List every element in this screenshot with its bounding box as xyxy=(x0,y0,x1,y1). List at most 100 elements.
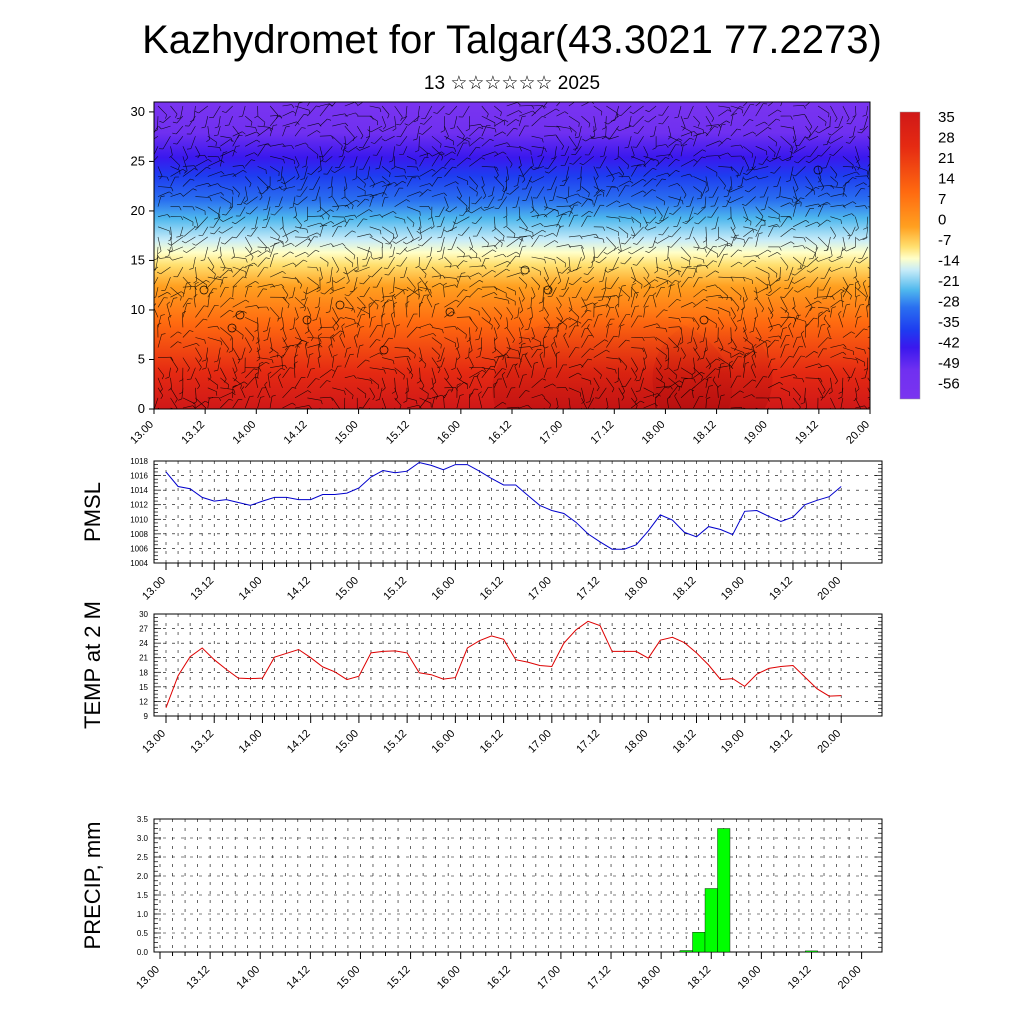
wind-barb-flag xyxy=(223,276,228,278)
wind-barb-flag xyxy=(763,376,768,378)
wind-barb xyxy=(182,283,187,298)
wind-barb xyxy=(207,171,222,177)
wind-barb xyxy=(531,337,541,343)
wind-barb xyxy=(359,146,370,151)
wind-barb xyxy=(217,206,221,219)
wind-barb xyxy=(655,337,668,346)
wind-barb-flag xyxy=(756,412,757,416)
wind-barb xyxy=(182,298,189,308)
wind-barb xyxy=(406,226,414,240)
wind-barb-flag xyxy=(521,237,524,242)
wind-barb-flag xyxy=(363,305,366,310)
wind-barb xyxy=(656,154,671,157)
wind-barb-flag xyxy=(684,220,689,222)
wind-barb xyxy=(376,146,383,156)
wind-barb xyxy=(269,105,279,116)
wind-barb xyxy=(344,196,354,206)
wind-barb-flag xyxy=(537,348,542,350)
wind-barb xyxy=(793,377,803,379)
wind-barb xyxy=(481,236,489,244)
wind-barb-flag xyxy=(782,327,787,329)
wind-barb-flag xyxy=(552,97,556,98)
wind-barb-flag xyxy=(863,227,868,230)
wind-barb xyxy=(220,287,226,298)
wind-barb-flag xyxy=(251,227,256,230)
wind-barb-flag xyxy=(206,166,211,169)
wind-barb-flag xyxy=(167,249,171,253)
wind-barb-flag xyxy=(267,371,272,375)
x-tick-label: 18.12 xyxy=(671,728,699,756)
wind-barb-flag xyxy=(326,380,331,382)
wind-barb-flag xyxy=(805,323,810,326)
wind-barb xyxy=(257,357,272,360)
wind-barb-flag xyxy=(677,348,680,352)
wind-barb xyxy=(494,131,503,137)
wind-barb-flag xyxy=(518,175,523,177)
wind-barb-flag xyxy=(864,205,868,210)
wind-barb xyxy=(220,377,229,386)
wind-barb xyxy=(809,135,819,141)
wind-barb xyxy=(855,317,858,328)
y-tick-label: 1016 xyxy=(130,472,148,481)
wind-barb xyxy=(157,315,162,328)
wind-barb xyxy=(394,397,402,406)
wind-barb xyxy=(257,337,261,350)
wind-barb-flag xyxy=(475,338,480,341)
wind-barb xyxy=(441,226,445,238)
wind-barb xyxy=(730,390,741,399)
wind-barb-flag xyxy=(377,385,380,390)
wind-barb xyxy=(743,259,753,268)
wind-barb-flag xyxy=(544,214,548,218)
wind-barb xyxy=(830,344,844,348)
calm-circle xyxy=(520,265,530,275)
wind-barb-flag xyxy=(445,113,450,115)
wind-barb xyxy=(394,356,409,358)
wind-barb-flag xyxy=(376,305,379,310)
wind-barb xyxy=(232,266,244,278)
wind-barb xyxy=(855,166,868,171)
x-tick-label: 19.12 xyxy=(793,419,821,447)
calm-circle xyxy=(813,165,823,175)
wind-barb-flag xyxy=(296,195,301,197)
wind-barb xyxy=(718,236,728,243)
wind-barb xyxy=(668,170,676,177)
wind-barb xyxy=(245,125,256,128)
wind-barb-flag xyxy=(396,123,401,126)
wind-barb-flag xyxy=(838,310,842,315)
wind-barb xyxy=(565,166,570,181)
wind-barb-flag xyxy=(632,218,634,223)
wind-barb-flag xyxy=(385,243,390,245)
wind-barb-flag xyxy=(833,235,836,240)
wind-barb-flag xyxy=(396,144,401,146)
wind-barb xyxy=(294,296,306,308)
wind-barb xyxy=(438,206,445,217)
wind-barb xyxy=(481,166,497,168)
wind-barb-flag xyxy=(307,315,312,319)
wind-barb-flag xyxy=(256,139,261,143)
wind-barb-flag xyxy=(657,393,661,397)
wind-barb xyxy=(318,297,321,307)
wind-barb xyxy=(730,337,737,348)
wind-barb xyxy=(851,367,856,378)
wind-barb xyxy=(662,226,669,236)
wind-barb xyxy=(205,116,209,127)
wind-barb-flag xyxy=(751,394,755,398)
wind-barb xyxy=(195,154,205,157)
wind-barb xyxy=(170,298,174,308)
wind-barb xyxy=(357,209,370,217)
wind-barb xyxy=(393,277,395,293)
wind-barb xyxy=(419,387,429,394)
wind-barb xyxy=(531,229,543,238)
wind-barb-flag xyxy=(851,213,855,217)
wind-barb-flag xyxy=(755,175,759,180)
wind-barb xyxy=(192,256,196,269)
wind-barb-flag xyxy=(577,316,580,321)
wind-barb xyxy=(667,246,669,260)
wind-barb xyxy=(631,156,645,163)
wind-barb xyxy=(518,146,531,152)
wind-barb xyxy=(826,136,831,145)
wind-barb-flag xyxy=(518,341,523,345)
wind-barb xyxy=(220,398,230,409)
wind-barb-flag xyxy=(879,279,883,281)
wind-barb xyxy=(332,387,345,392)
